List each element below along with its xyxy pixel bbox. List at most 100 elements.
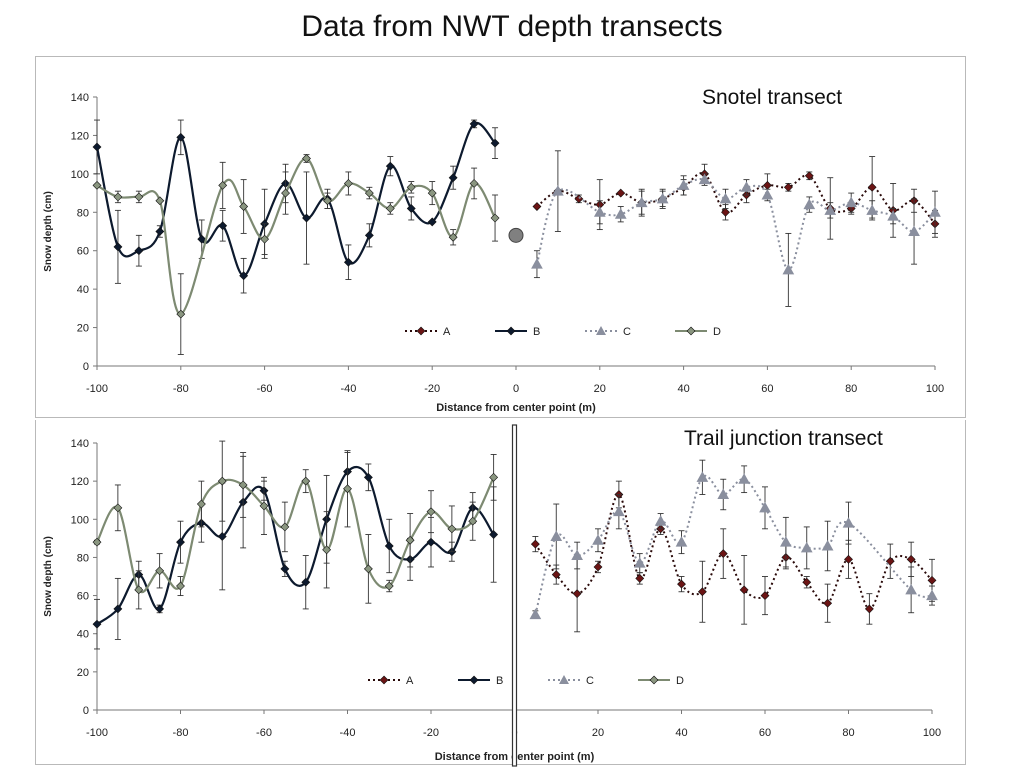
snotel-series-D-point [218,180,228,190]
trail-series-B-point [176,537,185,547]
trail-series-B-point [301,577,311,587]
trail-series-A-point [906,554,916,564]
snotel-series-B-point [427,217,437,227]
snotel-series-B-point [448,173,458,183]
trail-legend-C-label: C [586,675,594,687]
snotel-series-D-point [155,196,165,206]
trail-series-D-point [384,581,394,591]
snotel-series-C-point [866,204,878,215]
trail-y-tick-label: 20 [77,667,89,679]
trail-series-D-point [176,581,185,591]
trail-series-C-point [842,517,855,528]
trail-series-D-point [405,535,415,545]
trail-center-divider [511,424,518,767]
snotel-chart-title: Snotel transect [702,86,843,109]
trail-series-C-point [780,536,792,547]
snotel-x-tick-label: 0 [513,383,519,395]
snotel-series-C-point [887,210,899,221]
snotel-legend-B-label: B [533,326,540,338]
trail-series-D-point [301,476,311,486]
trail-series-A-point [864,604,874,614]
snotel-series-A-point [721,207,730,217]
snotel-y-axis-label: Snow depth (cm) [43,191,54,272]
trail-series-B-point [489,530,499,539]
trail-legend-A-marker [379,675,389,685]
trail-series-A-point [739,585,749,595]
snotel-series-D-point [134,192,144,202]
trail-y-tick-label: 140 [71,438,89,450]
snotel-series-D-point [281,188,290,198]
snotel-series-B-point [197,234,207,244]
snotel-series-A-point [804,171,814,181]
snotel-series-B-point [302,213,311,223]
trail-x-tick-label: -60 [256,727,272,739]
snotel-y-tick-label: 140 [71,92,89,104]
trail-series-B-point [280,564,290,574]
trail-y-tick-label: 100 [71,514,89,526]
snotel-series-D-point [385,204,395,213]
snotel-series-A-point [532,202,542,211]
snotel-x-axis-label: Distance from center point (m) [436,402,596,414]
snotel-series-A-point [867,182,877,192]
trail-series-D-point [280,522,290,532]
snotel-series-C-point [803,198,816,210]
snotel-series-D-point [490,213,500,223]
trail-legend-A-label: A [406,675,414,687]
snotel-chart-panel [35,56,966,418]
snotel-legend-A-label: A [443,326,451,338]
trail-series-D-point [155,566,165,576]
trail-series-C-point [550,530,563,541]
trail-series-D-point [426,507,436,517]
snotel-x-tick-label: 80 [845,383,857,395]
snotel-x-tick-label: 60 [761,383,773,395]
snotel-series-D-point [92,180,102,190]
trail-series-D-point [322,545,332,555]
snotel-series-D-point [302,154,311,163]
trail-series-C-point [696,471,709,482]
snotel-series-B-point [343,257,353,267]
snotel-x-tick-label: 40 [677,383,689,395]
snotel-series-C-point [552,185,564,196]
snotel-series-D-point [239,202,249,211]
snotel-series-C-point [677,179,690,190]
trail-series-C-point [738,473,750,484]
trail-series-C-point [592,534,604,545]
snotel-series-C-point [719,192,732,204]
snotel-x-tick-label: 100 [926,383,944,395]
page-title: Data from NWT depth transects [301,10,723,43]
trail-series-D-point [196,499,206,509]
trail-series-D-point [468,516,478,526]
trail-x-tick-label: -20 [423,727,439,739]
snotel-series-B-point [92,142,102,152]
trail-series-A-point [635,573,645,583]
snotel-legend-B-marker [506,326,516,336]
snotel-x-tick-label: -60 [257,383,273,395]
snotel-series-C-point [531,258,543,269]
snotel-legend-D-label: D [713,326,721,338]
snotel-series-C-point [656,192,669,204]
snotel-series-B-point [239,271,249,281]
snotel-series-B-point [364,230,374,240]
snotel-series-D-point [323,196,332,206]
trail-y-tick-label: 40 [77,629,89,641]
trail-series-A-line [534,493,933,610]
trail-series-C-point [759,501,771,513]
trail-legend-B-marker [469,675,479,685]
snotel-series-D-point [260,234,270,244]
snotel-series-C-point [635,196,648,208]
snotel-series-A-point [783,182,793,192]
trail-series-C-point [529,608,542,620]
trail-x-tick-label: 80 [842,727,854,739]
trail-series-C-point [633,557,646,568]
snotel-series-D-point [176,309,186,319]
snotel-x-tick-label: -80 [173,383,189,395]
trail-series-A-point [760,591,770,600]
trail-series-A-point [572,589,582,599]
trail-y-tick-label: 80 [77,552,89,564]
snotel-series-C-point [593,206,606,217]
trail-x-tick-label: -40 [340,727,356,739]
trail-x-tick-label: 20 [592,727,604,739]
trail-series-B-line [96,465,495,626]
snotel-series-B-point [469,119,479,129]
trail-series-B-point [113,604,123,614]
